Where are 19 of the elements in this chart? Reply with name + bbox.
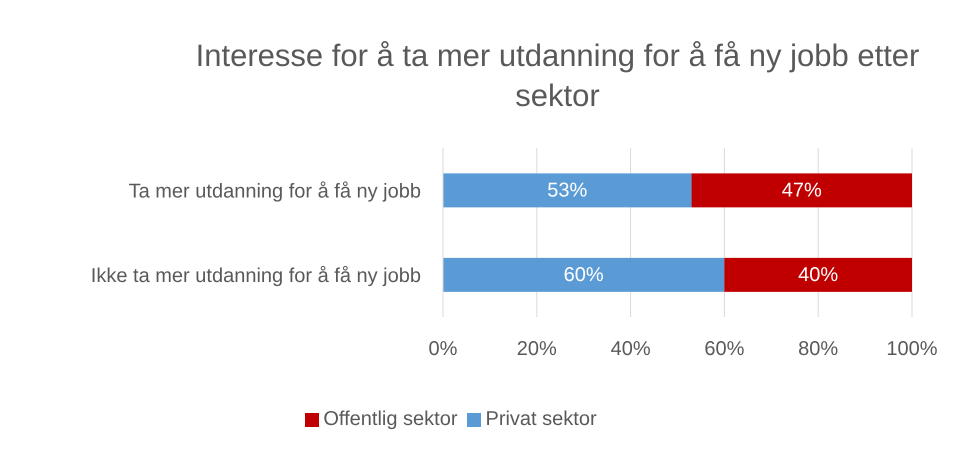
x-tick-label: 0% xyxy=(428,338,458,360)
y-tick-label: Ta mer utdanning for å få ny jobb xyxy=(128,180,421,202)
x-tick-label: 60% xyxy=(704,338,745,360)
bar xyxy=(692,173,912,208)
bar xyxy=(443,258,724,292)
y-tick-label: Ikke ta mer utdanning for å få ny jobb xyxy=(90,264,421,287)
chart-title: Interesse for å ta mer utdanning for å få ny jobb etter sektor xyxy=(194,37,920,115)
x-tick-label: 80% xyxy=(798,338,838,360)
x-tick-label: 20% xyxy=(516,338,558,360)
legend-label: Offentlig sektor xyxy=(323,408,458,430)
x-tick-label: 40% xyxy=(610,338,651,360)
bar xyxy=(724,258,912,292)
bar xyxy=(443,173,692,208)
x-tick-label: 100% xyxy=(886,338,938,360)
legend-label: Privat sektor xyxy=(485,408,597,430)
data-label: 40% xyxy=(798,264,838,286)
data-label: 47% xyxy=(782,179,822,202)
data-label: 53% xyxy=(547,179,588,202)
data-label: 60% xyxy=(564,264,604,286)
